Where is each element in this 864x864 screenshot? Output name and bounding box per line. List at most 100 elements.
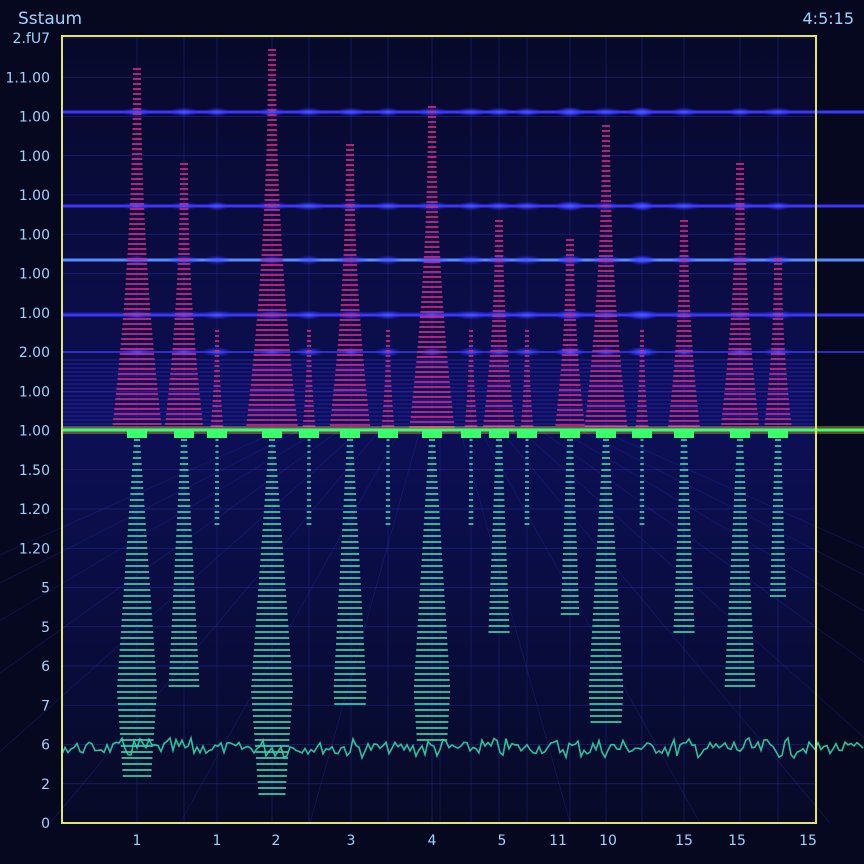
peak-spike bbox=[520, 330, 534, 525]
x-tick-label: 15 bbox=[799, 833, 817, 849]
band-node bbox=[258, 107, 286, 117]
baseline-node bbox=[174, 430, 194, 438]
band-node bbox=[296, 255, 322, 265]
peak-spike bbox=[668, 220, 700, 633]
band-node bbox=[484, 201, 514, 211]
y-tick-label: 1.20 bbox=[19, 541, 50, 557]
band-node bbox=[590, 107, 622, 117]
band-node bbox=[204, 201, 230, 211]
noise-line bbox=[61, 735, 864, 761]
band-node bbox=[726, 107, 754, 117]
x-tick-label: 10 bbox=[599, 833, 617, 849]
band-node bbox=[484, 107, 514, 117]
perspective-line bbox=[0, 429, 301, 584]
x-tick-label: 5 bbox=[498, 833, 507, 849]
perspective-line bbox=[579, 429, 864, 576]
y-tick-label: 5 bbox=[41, 581, 50, 597]
perspective-line bbox=[49, 429, 381, 824]
peak-spike bbox=[165, 163, 203, 687]
peak-spike bbox=[210, 330, 224, 525]
band-node bbox=[628, 201, 656, 211]
peak-spike bbox=[584, 125, 628, 723]
y-tick-label: 6 bbox=[41, 738, 50, 754]
peak-spike bbox=[464, 330, 478, 525]
y-tick-label: 2 bbox=[41, 777, 50, 793]
band-node bbox=[762, 347, 794, 357]
band-node bbox=[455, 107, 487, 117]
baseline-node bbox=[262, 430, 282, 438]
y-tick-label: 1.00 bbox=[19, 227, 50, 243]
baseline-node bbox=[299, 430, 319, 438]
baseline-node bbox=[127, 430, 147, 438]
x-tick-label: 1 bbox=[133, 833, 142, 849]
peak-spike bbox=[483, 220, 515, 633]
peak-spike bbox=[246, 49, 298, 795]
x-tick-label: 2 bbox=[272, 833, 281, 849]
perspective-line bbox=[559, 429, 864, 612]
peak-spike bbox=[721, 163, 759, 687]
y-tick-label: 1.50 bbox=[19, 463, 50, 479]
band-node bbox=[170, 201, 198, 211]
x-axis-ticks: 1 1 2 3 4 5 11 10 15 15 15 bbox=[133, 833, 817, 849]
plot-frame bbox=[61, 35, 817, 824]
peak-spike bbox=[555, 239, 585, 615]
y-tick-label: 1.00 bbox=[19, 306, 50, 322]
band-node bbox=[453, 310, 489, 320]
y-tick-label: 6 bbox=[41, 659, 50, 675]
band-node bbox=[557, 107, 583, 117]
y-tick-label: 2.00 bbox=[19, 345, 50, 361]
y-tick-label: 0 bbox=[41, 816, 50, 832]
peak-spike bbox=[764, 258, 792, 597]
baseline-node bbox=[674, 430, 694, 438]
band-node bbox=[202, 255, 232, 265]
band-node bbox=[666, 201, 702, 211]
band-node bbox=[626, 107, 658, 117]
band-node bbox=[204, 107, 230, 117]
baseline-node bbox=[560, 430, 580, 438]
band-node bbox=[513, 107, 541, 117]
band-node bbox=[122, 107, 152, 117]
x-tick-label: 15 bbox=[675, 833, 693, 849]
time-readout: 4:5:15 bbox=[802, 9, 855, 28]
perspective-line bbox=[309, 429, 421, 824]
perspective-line bbox=[0, 429, 341, 674]
chart-title: Sstaum bbox=[18, 9, 83, 29]
baseline-node bbox=[596, 430, 616, 438]
band-node bbox=[725, 201, 755, 211]
band-node bbox=[669, 107, 699, 117]
x-tick-label: 11 bbox=[549, 833, 567, 849]
peak-spike bbox=[112, 68, 162, 777]
y-tick-label: 1.00 bbox=[19, 149, 50, 165]
perspective-line bbox=[179, 429, 401, 824]
y-tick-label: 1.00 bbox=[19, 424, 50, 440]
peak-spike bbox=[329, 144, 371, 705]
y-tick-label: 1.20 bbox=[19, 502, 50, 518]
spectral-peaks bbox=[112, 49, 792, 795]
band-node bbox=[168, 107, 200, 117]
perspective-line bbox=[0, 429, 281, 556]
band-node bbox=[295, 310, 323, 320]
band-node bbox=[375, 107, 401, 117]
band-node bbox=[373, 201, 403, 211]
band-node bbox=[335, 107, 367, 117]
band-node bbox=[414, 255, 450, 265]
x-tick-label: 4 bbox=[428, 833, 437, 849]
band-node bbox=[122, 201, 152, 211]
perspective-line bbox=[479, 429, 701, 824]
band-node bbox=[511, 255, 543, 265]
baseline-node bbox=[730, 430, 750, 438]
x-tick-label: 1 bbox=[213, 833, 222, 849]
peak-spike bbox=[635, 330, 649, 525]
band-node bbox=[457, 201, 485, 211]
band-node bbox=[761, 107, 795, 117]
baseline-node bbox=[461, 430, 481, 438]
baseline-node bbox=[422, 430, 442, 438]
band-node bbox=[512, 310, 542, 320]
y-axis-ticks: 2.fU7 1.1.00 1.00 1.00 1.00 1.00 1.00 1.00 2.00 1… bbox=[5, 31, 50, 832]
baseline-node bbox=[207, 430, 227, 438]
y-tick-label: 1.1.00 bbox=[5, 70, 50, 86]
band-node bbox=[373, 310, 403, 320]
noise-floor bbox=[61, 735, 864, 761]
baseline-node bbox=[340, 430, 360, 438]
peak-spike bbox=[409, 106, 455, 741]
